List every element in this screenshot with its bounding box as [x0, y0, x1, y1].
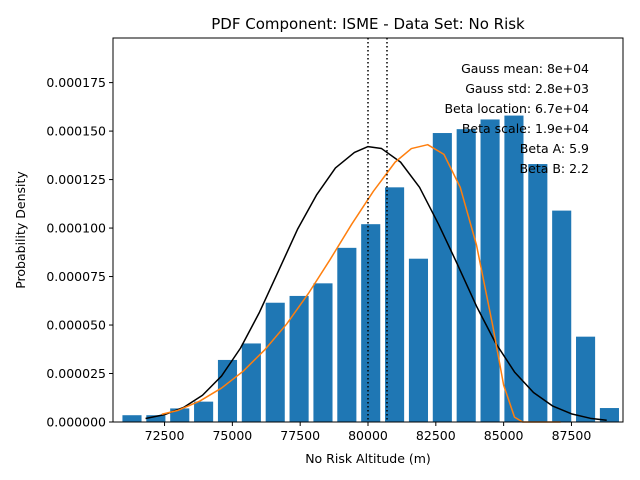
histogram-bar-15: [480, 119, 500, 423]
stat-annotation-4: Beta A: 5.9: [520, 141, 589, 156]
x-tick-label: 72500: [145, 428, 185, 443]
gauss-curve: [145, 145, 607, 421]
histogram-bar-19: [576, 336, 596, 422]
x-tick-label: 75000: [212, 428, 252, 443]
histogram-bar-5: [241, 343, 261, 422]
histogram-bar-18: [552, 210, 572, 422]
stat-annotation-5: Beta B: 2.2: [520, 161, 589, 176]
y-tick-label: 0.000175: [46, 75, 106, 90]
x-tick-label: 85000: [484, 428, 524, 443]
histogram-bar-13: [432, 133, 452, 422]
x-axis-label: No Risk Altitude (m): [305, 451, 431, 466]
histogram-bar-11: [385, 187, 405, 422]
stat-annotation-3: Beta scale: 1.9e+04: [462, 121, 589, 136]
curves-group: [145, 143, 607, 423]
histogram-bar-4: [217, 359, 238, 422]
x-tick-label: 87500: [552, 428, 592, 443]
y-tick-label: 0.000025: [46, 366, 106, 381]
histogram-bar-0: [122, 415, 142, 422]
histogram-bar-1: [146, 415, 166, 422]
y-axis-label: Probability Density: [13, 171, 28, 289]
histogram-bar-20: [599, 408, 619, 422]
histogram-bar-3: [194, 401, 214, 422]
histogram-bar-7: [289, 295, 309, 422]
histogram-bar-14: [456, 129, 476, 422]
x-tick-label: 77500: [280, 428, 320, 443]
y-tick-label: 0.000075: [46, 269, 106, 284]
x-tick-label: 82500: [416, 428, 456, 443]
y-tick-label: 0.000100: [46, 221, 106, 236]
beta-curve: [161, 143, 561, 423]
y-tick-label: 0.000000: [46, 415, 106, 430]
x-tick-label: 80000: [348, 428, 388, 443]
histogram-bar-12: [408, 258, 429, 422]
stat-annotation-2: Beta location: 6.7e+04: [444, 101, 589, 116]
y-tick-label: 0.000050: [46, 318, 106, 333]
y-tick-label: 0.000150: [46, 124, 106, 139]
histogram-bar-10: [361, 224, 381, 422]
histogram-bar-8: [313, 283, 333, 422]
stat-annotation-0: Gauss mean: 8e+04: [461, 61, 589, 76]
y-tick-label: 0.000125: [46, 172, 106, 187]
vlines-group: [367, 38, 388, 422]
histogram-bar-16: [504, 115, 524, 423]
chart-title: PDF Component: ISME - Data Set: No Risk: [211, 15, 525, 33]
histogram-bar-17: [528, 164, 548, 422]
stats-annotations: Gauss mean: 8e+04 Gauss std: 2.8e+03 Beta …: [444, 61, 589, 176]
x-axis: 72500 75000 77500 80000 82500 85000 87500: [145, 422, 592, 443]
bars-group: [122, 115, 619, 423]
histogram-bar-9: [337, 247, 357, 422]
stat-annotation-1: Gauss std: 2.8e+03: [465, 81, 589, 96]
y-axis: 0.000000 0.000025 0.000050 0.000075 0.000100…: [46, 75, 113, 430]
histogram-bar-6: [265, 302, 285, 422]
